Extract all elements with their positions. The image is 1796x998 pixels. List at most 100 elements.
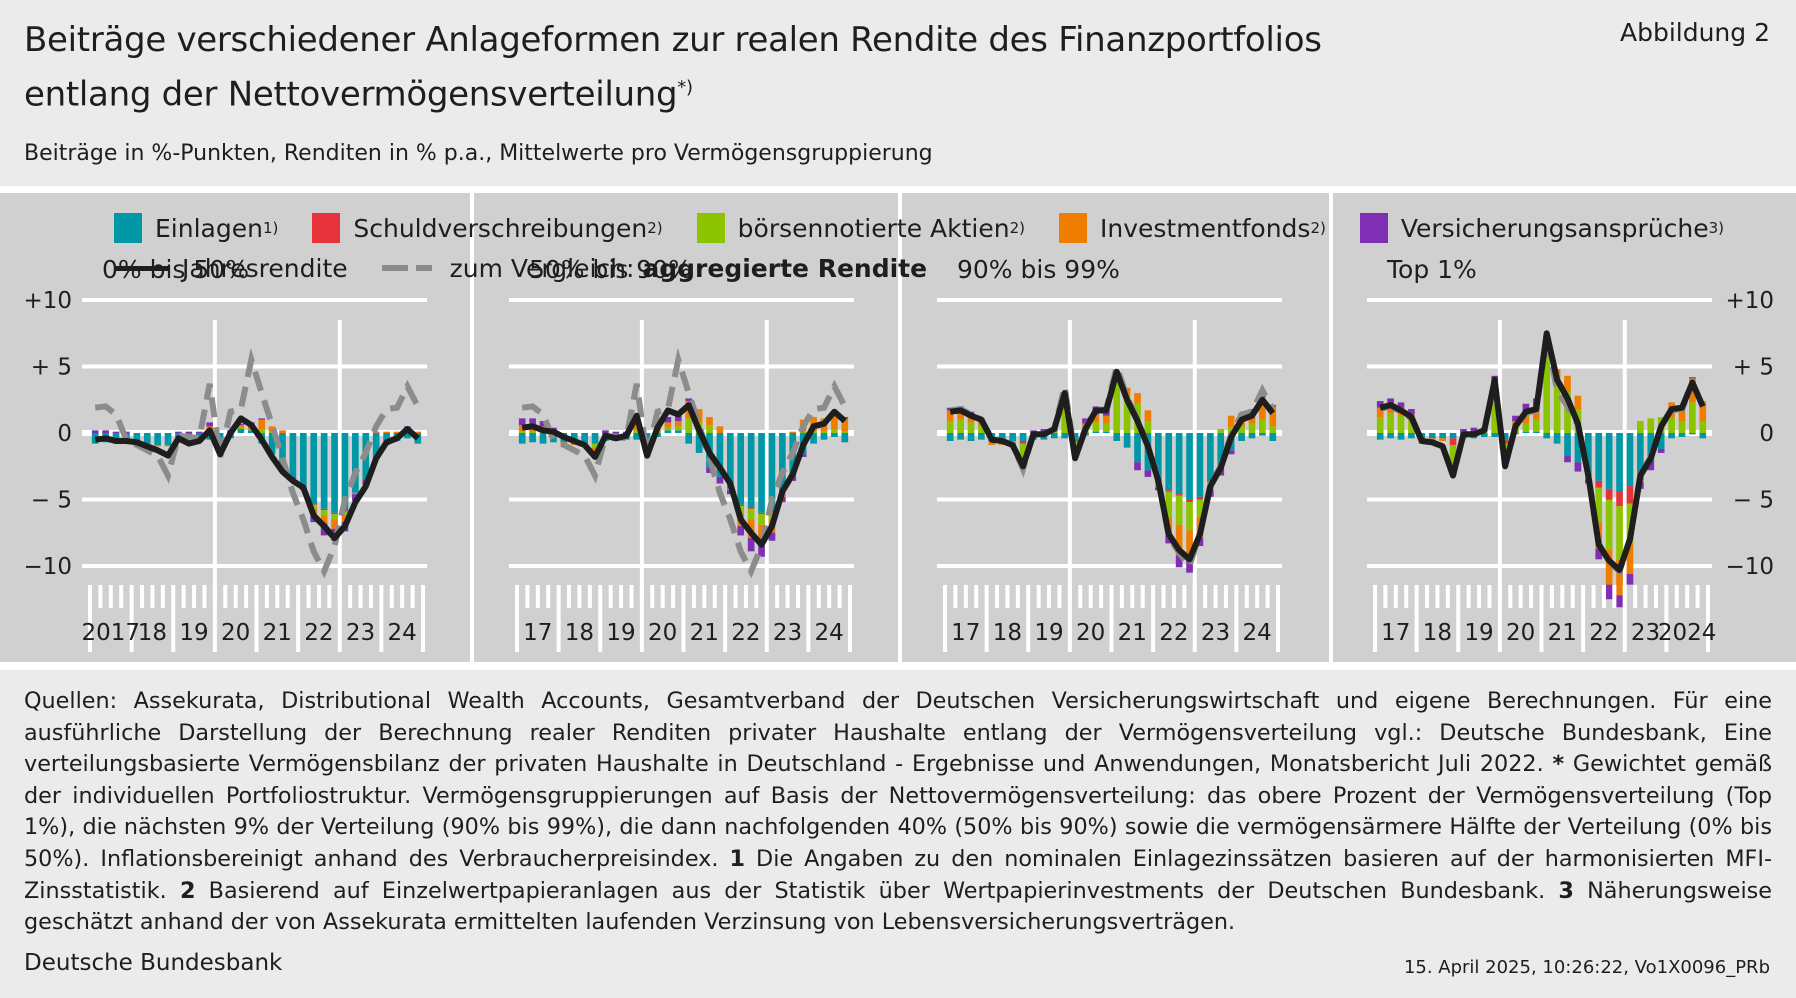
bar-segment <box>1102 415 1110 424</box>
bar-segment <box>1657 433 1665 449</box>
note-1-mark: 1 <box>729 845 745 872</box>
bar-segment <box>685 433 693 444</box>
x-tick-label: 18 <box>993 620 1022 646</box>
bar-segment <box>195 431 203 433</box>
bar-segment <box>529 433 536 443</box>
bar-segment <box>706 425 713 433</box>
bar-segment <box>518 425 526 432</box>
bar-segment <box>1238 426 1245 433</box>
chart-subtitle: Beiträge in %-Punkten, Renditen in % p.a… <box>24 141 933 166</box>
bar-segment <box>1595 487 1603 523</box>
x-tick-label: 22 <box>731 620 760 646</box>
bar-segment <box>1123 395 1131 433</box>
legend-item-aggregiert: zum Vergleich: aggregierte Rendite <box>381 254 927 283</box>
bar-segment <box>581 433 588 444</box>
bar-segment <box>758 546 765 557</box>
x-tick-label: 18 <box>138 620 167 646</box>
bar-segment <box>1154 433 1162 481</box>
bar-segment <box>518 431 526 433</box>
x-tick-label: 22 <box>304 620 333 646</box>
bar-segment <box>998 433 1006 441</box>
bar-segment <box>747 538 755 552</box>
bar-segment <box>539 421 547 427</box>
bar-segment <box>164 444 172 447</box>
bar-segment <box>1699 421 1707 433</box>
bar-segment <box>1397 415 1405 433</box>
title-line-2: entlang der Nettovermögensverteilung*) <box>24 64 1322 118</box>
bar-segment <box>1113 433 1121 441</box>
bar-segment <box>414 433 422 444</box>
bar-segment <box>1102 431 1110 433</box>
legend-item-investmentfonds: Investmentfonds 2) <box>1059 213 1326 243</box>
bar-segment <box>602 430 609 433</box>
bar-segment <box>1647 433 1655 461</box>
bar-segment <box>706 467 713 473</box>
bar-segment <box>1019 443 1027 460</box>
legend-swatch-aktien <box>696 213 725 243</box>
bar-segment <box>967 415 975 423</box>
bar-segment <box>831 433 838 437</box>
bar-segment <box>1647 460 1655 471</box>
legend-label: Einlagen <box>155 213 263 243</box>
bar-segment <box>1564 375 1571 392</box>
bar-segment <box>1574 395 1582 410</box>
x-tick-label: 17 <box>1381 620 1410 646</box>
x-tick-label: 21 <box>263 620 292 646</box>
bar-segment <box>1647 418 1655 433</box>
bar-segment <box>1248 433 1256 439</box>
bar-segment <box>279 433 286 468</box>
bar-segment <box>310 504 318 509</box>
bar-segment <box>1439 433 1446 439</box>
bar-segment <box>1397 433 1405 440</box>
bar-segment <box>831 429 838 433</box>
bar-segment <box>799 454 807 457</box>
bar-segment <box>341 433 349 511</box>
bar-segment <box>289 433 297 477</box>
bar-segment <box>737 504 745 507</box>
bar-segment <box>1009 440 1016 443</box>
x-tick-label: 23 <box>773 620 802 646</box>
bar-segment <box>758 433 765 513</box>
bar-segment <box>1605 499 1613 551</box>
x-tick-label: 21 <box>1548 620 1577 646</box>
note-2-text: Basierend auf Einzelwertpapieranlagen au… <box>208 877 1546 904</box>
bar-segment <box>967 422 975 433</box>
aggregate-return-line <box>94 347 421 579</box>
bar-segment <box>747 507 755 509</box>
bar-segment <box>1689 433 1696 435</box>
chart-title: Beiträge verschiedener Anlageformen zur … <box>24 16 1322 118</box>
bar-segment <box>310 433 318 504</box>
bar-segment <box>529 431 536 433</box>
note-star-text: Gewichtet gemäß der individuellen Portfo… <box>24 751 1772 872</box>
bar-segment <box>414 431 422 433</box>
bar-segment <box>1207 433 1214 481</box>
bar-segment <box>1491 390 1499 433</box>
bar-segment <box>1699 401 1707 422</box>
bar-segment <box>633 425 641 431</box>
bar-segment <box>102 430 109 433</box>
bar-segment <box>1227 415 1235 428</box>
bar-segment <box>1491 433 1499 437</box>
aggregate-return-line <box>521 347 848 579</box>
bar-segment <box>268 433 276 455</box>
bar-segment <box>779 433 786 493</box>
bar-segment <box>841 431 849 433</box>
bar-segment <box>1408 421 1415 433</box>
bar-segment <box>529 418 536 426</box>
bar-segment <box>1626 573 1634 585</box>
bar-segment <box>716 433 724 477</box>
bar-segment <box>1123 433 1131 448</box>
bar-segment <box>1626 433 1634 487</box>
bar-segment <box>1439 438 1446 441</box>
y-tick-label: −10 <box>23 554 72 580</box>
legend-sup: 3) <box>1708 219 1725 237</box>
bar-segment <box>716 426 724 433</box>
bar-segment <box>1134 433 1141 463</box>
bar-segment <box>1584 433 1592 473</box>
bar-segment <box>1501 433 1509 440</box>
bar-segment <box>1019 440 1027 444</box>
bar-segment <box>518 418 526 426</box>
bar-segment <box>1595 480 1603 488</box>
note-2-mark: 2 <box>179 877 196 904</box>
bar-segment <box>1061 433 1069 439</box>
